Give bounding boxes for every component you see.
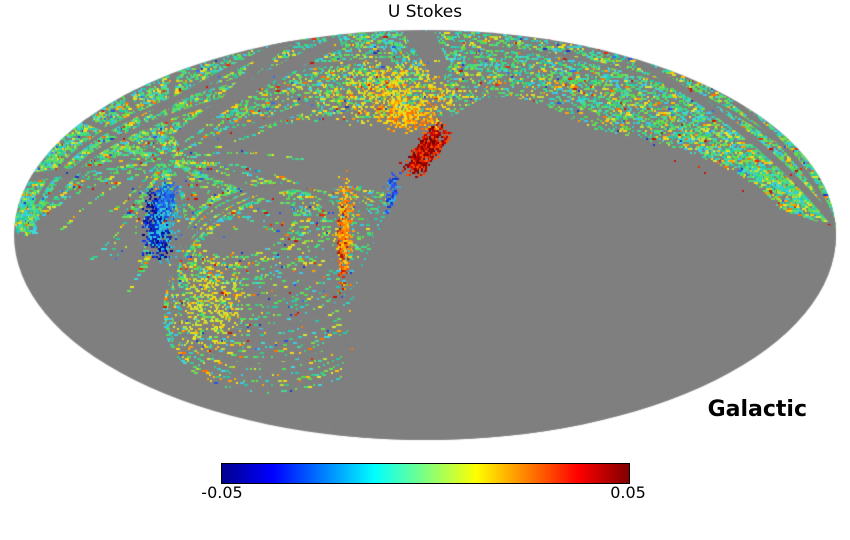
colorbar-min-label: -0.05 xyxy=(201,483,243,502)
coordinate-system-label: Galactic xyxy=(707,397,807,422)
colorbar xyxy=(221,463,630,484)
colorbar-max-label: 0.05 xyxy=(610,483,646,502)
